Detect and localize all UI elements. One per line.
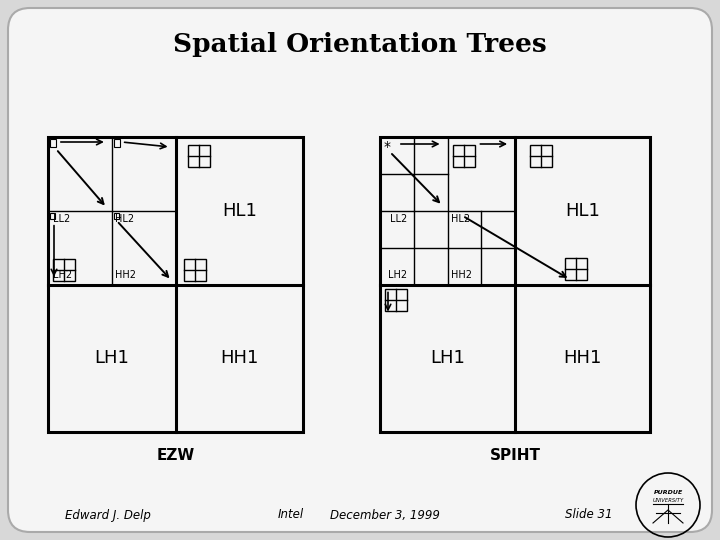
Text: HL2: HL2 [114,214,134,224]
Bar [50,139,56,147]
Bar [184,259,205,280]
Bar [50,213,55,219]
Bar [565,258,587,280]
Text: HH1: HH1 [220,349,258,367]
Text: LH2: LH2 [388,271,407,280]
Text: HH2: HH2 [451,271,472,280]
Text: EZW: EZW [156,448,194,463]
Text: December 3, 1999: December 3, 1999 [330,509,440,522]
Text: HL2: HL2 [451,214,469,224]
Bar [385,288,407,310]
Bar [187,145,210,167]
Bar [48,137,303,432]
Text: Edward J. Delp: Edward J. Delp [65,509,151,522]
Text: Slide 31: Slide 31 [565,509,613,522]
Text: LH1: LH1 [430,349,465,367]
Text: HH1: HH1 [563,349,602,367]
Text: Intel: Intel [278,509,304,522]
Bar [452,145,474,167]
Text: LH1: LH1 [94,349,129,367]
Text: LL2: LL2 [390,214,408,224]
Text: PURDUE: PURDUE [653,490,683,496]
Bar [53,259,75,280]
Text: LH2: LH2 [53,271,72,280]
Bar [530,145,552,167]
Bar [380,137,650,432]
Text: HH2: HH2 [114,271,136,280]
Bar [114,139,120,147]
Text: LL2: LL2 [53,214,71,224]
Text: HL1: HL1 [222,202,257,220]
Text: HL1: HL1 [565,202,600,220]
Text: *: * [384,140,391,154]
Text: SPIHT: SPIHT [490,448,541,463]
Text: UNIVERSITY: UNIVERSITY [652,497,683,503]
Text: Spatial Orientation Trees: Spatial Orientation Trees [173,32,547,57]
Bar [114,213,119,219]
FancyBboxPatch shape [8,8,712,532]
